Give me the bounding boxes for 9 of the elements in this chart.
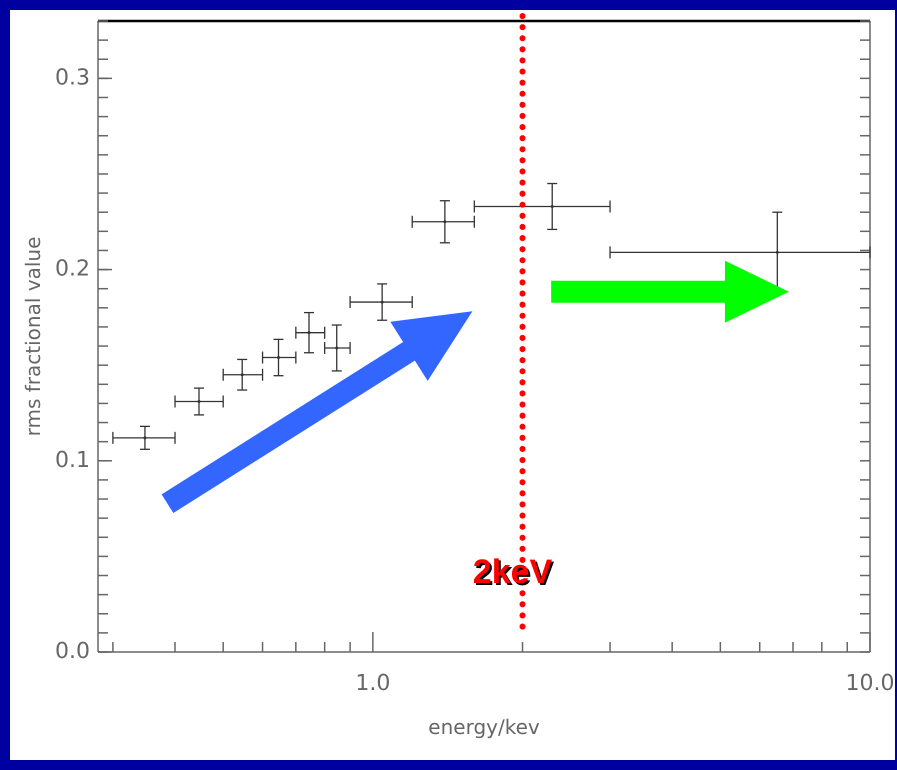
x-tick-label: 10.0	[846, 671, 894, 696]
y-axis-title: rms fractional value	[21, 236, 45, 436]
x-tick-label: 1.0	[355, 671, 390, 696]
y-tick-label: 0.1	[55, 448, 90, 473]
ref-line-label: 2keV	[474, 555, 555, 593]
y-tick-label: 0.3	[55, 65, 90, 90]
y-tick-label: 0.0	[55, 639, 90, 664]
y-tick-label: 0.2	[55, 256, 90, 282]
x-axis-title: energy/kev	[428, 715, 540, 739]
